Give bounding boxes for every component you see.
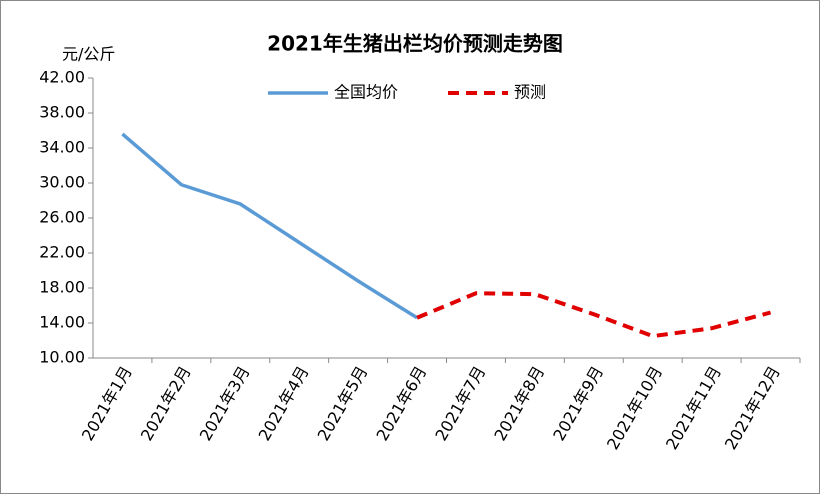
legend-label: 预测: [514, 83, 546, 102]
y-tick-label: 26.00: [39, 208, 85, 227]
series-line: [121, 132, 418, 320]
y-tick-label: 38.00: [39, 103, 85, 122]
series-line: [416, 291, 772, 339]
y-tick-label: 22.00: [39, 243, 85, 262]
y-tick-label: 34.00: [39, 138, 85, 157]
y-tick-label: 10.00: [39, 348, 85, 367]
y-tick-label: 42.00: [39, 68, 85, 87]
legend-label: 全国均价: [334, 83, 398, 102]
y-axis-label: 元/公斤: [62, 45, 115, 64]
y-tick-label: 30.00: [39, 173, 85, 192]
chart-title: 2021年生猪出栏均价预测走势图: [267, 32, 563, 56]
y-tick-label: 18.00: [39, 278, 85, 297]
y-tick-label: 14.00: [39, 313, 85, 332]
